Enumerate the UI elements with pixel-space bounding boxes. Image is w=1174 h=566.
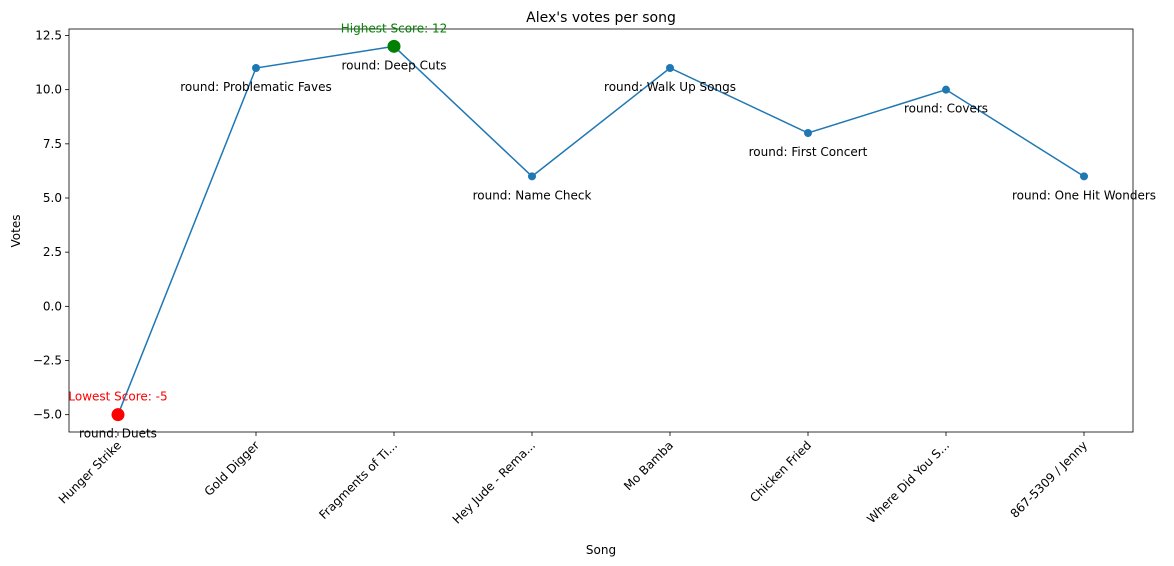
y-tick-label: 0.0 (43, 299, 62, 313)
point-label: round: One Hit Wonders (1012, 188, 1156, 202)
point-label: round: Covers (904, 102, 988, 116)
data-point (666, 64, 674, 72)
x-axis-label: Song (586, 543, 616, 557)
y-axis-label: Votes (9, 215, 23, 248)
data-point (1080, 172, 1088, 181)
point-label: round: Deep Cuts (341, 58, 446, 72)
x-tick-label: Hunger Strike (56, 438, 124, 506)
plot-area: −5.0 −2.5 0.0 2.5 5.0 7.5 10.0 12.5 Hunger Strik… (33, 21, 1156, 526)
x-tick-label: Hey Jude - Rema... (450, 438, 538, 526)
y-tick-label: −5.0 (33, 408, 62, 422)
chart-title: Alex's votes per song (526, 10, 676, 26)
x-tick-label: Mo Bamba (621, 438, 676, 493)
plot-frame (68, 28, 1134, 433)
data-point (942, 85, 950, 94)
point-label: round: First Concert (749, 145, 868, 159)
x-tick-label: Where Did You S... (864, 438, 952, 526)
data-point (528, 172, 536, 181)
point-label: round: Problematic Faves (180, 80, 331, 94)
data-point (804, 129, 812, 137)
series-line (117, 45, 1085, 415)
highest-score-marker (387, 39, 401, 53)
y-tick-label: 2.5 (43, 245, 62, 259)
y-tick-label: 7.5 (43, 137, 62, 151)
y-tick-label: −2.5 (33, 354, 62, 368)
x-tick-label: Fragments of Ti... (316, 438, 400, 522)
point-label: round: Duets (79, 427, 157, 441)
lowest-score-label: Lowest Score: -5 (68, 390, 167, 404)
x-tick-label: 867-5309 / Jenny (1008, 438, 1091, 521)
lowest-score-marker (111, 408, 125, 422)
x-tick-label: Chicken Fried (747, 438, 814, 505)
y-tick-label: 10.0 (35, 83, 62, 97)
data-point (252, 64, 260, 72)
y-tick-label: 12.5 (35, 29, 62, 43)
x-tick-label: Gold Digger (202, 438, 263, 499)
y-tick-label: 5.0 (43, 191, 62, 205)
point-label: round: Walk Up Songs (604, 80, 736, 94)
highest-score-label: Highest Score: 12 (341, 21, 447, 35)
point-label: round: Name Check (473, 188, 592, 202)
